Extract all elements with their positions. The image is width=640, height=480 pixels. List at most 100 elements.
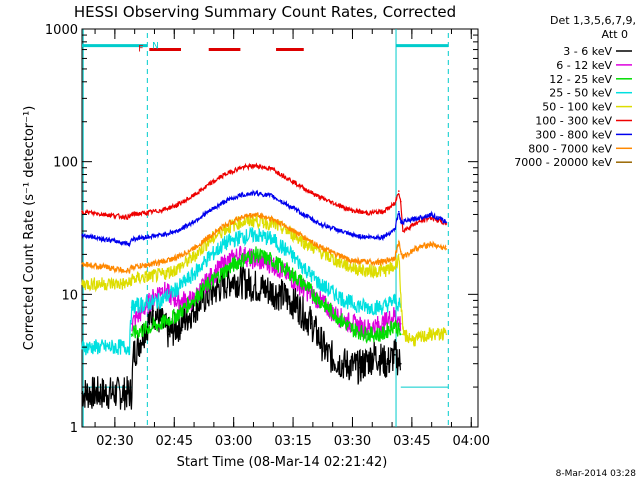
series-point: [334, 293, 337, 296]
series-point: [192, 221, 194, 223]
flare-marker-f: F: [138, 45, 143, 55]
series-point: [176, 288, 178, 290]
series-point: [144, 236, 147, 238]
series-point: [350, 266, 353, 269]
series-point: [207, 256, 210, 259]
series-point: [350, 259, 353, 262]
series-point: [184, 318, 186, 320]
series-point: [160, 234, 162, 236]
series-point: [144, 264, 147, 267]
plot-frame: [81, 28, 479, 428]
series-point: [192, 256, 194, 259]
series-point: [302, 213, 305, 216]
series-point: [350, 209, 353, 212]
series-point: [382, 236, 384, 238]
series-point: [223, 270, 226, 272]
series-point: [445, 333, 448, 336]
series-point: [302, 240, 305, 243]
series-line: [81, 162, 447, 234]
series-point: [445, 223, 448, 225]
series-point: [382, 210, 384, 213]
legend-label: 25 - 50 keV: [549, 87, 612, 100]
series-point: [223, 243, 226, 245]
series-point: [255, 192, 258, 194]
series-point: [207, 183, 210, 186]
series-point: [350, 327, 353, 330]
x-tick-label: 02:30: [96, 434, 133, 449]
series-point: [398, 240, 400, 243]
series-point: [366, 306, 368, 308]
series-point: [128, 346, 131, 348]
series-point: [366, 236, 368, 238]
series-point: [239, 221, 242, 223]
series-point: [398, 190, 400, 192]
series-50-100-kev: [81, 213, 448, 347]
legend-header-line2: Att 0: [602, 28, 628, 41]
series-point: [160, 261, 162, 263]
series-point: [399, 333, 402, 336]
series-point: [255, 253, 258, 256]
series-line: [131, 245, 402, 340]
series-point: [239, 253, 242, 256]
series-point: [247, 283, 250, 285]
series-point: [215, 288, 218, 290]
x-axis-label: Start Time (08-Mar-14 02:21:42): [177, 455, 388, 470]
series-point: [152, 310, 155, 312]
series-point: [401, 333, 404, 336]
series-line: [81, 212, 447, 275]
legend-label: 100 - 300 keV: [535, 115, 612, 128]
series-point: [401, 256, 404, 259]
series-point: [223, 224, 226, 227]
series-point: [394, 228, 396, 230]
series-point: [334, 259, 337, 262]
series-12-25-kev: [130, 246, 402, 344]
series-point: [271, 259, 273, 262]
series-point: [81, 210, 83, 213]
series-point: [168, 333, 170, 336]
series-point: [394, 322, 396, 325]
series-point: [429, 213, 432, 216]
series-point: [239, 194, 242, 196]
series-point: [255, 165, 258, 167]
series-point: [160, 274, 162, 276]
series-point: [144, 327, 147, 330]
series-point: [239, 166, 242, 169]
series-point: [413, 223, 416, 225]
series-point: [130, 392, 133, 394]
series-point: [239, 236, 242, 238]
series-point: [130, 266, 133, 269]
series-point: [318, 223, 321, 225]
x-tick-label: 03:00: [215, 434, 252, 449]
series-line: [130, 246, 402, 344]
x-tick-label: 03:15: [274, 434, 311, 449]
series-point: [326, 354, 329, 356]
series-line: [81, 213, 447, 347]
series-point: [81, 234, 83, 236]
series-point: [382, 270, 384, 272]
series-point: [287, 270, 289, 272]
series-point: [128, 243, 131, 245]
series-point: [255, 234, 258, 236]
y-tick-label: 10: [61, 288, 78, 303]
series-point: [302, 187, 305, 190]
series-point: [445, 221, 448, 223]
series-point: [287, 226, 289, 229]
series-point: [358, 366, 361, 369]
series-point: [223, 262, 226, 265]
series-point: [271, 223, 273, 225]
series-800-7000-kev: [81, 212, 448, 275]
legend-label: 800 - 7000 keV: [528, 142, 612, 155]
series-point: [394, 256, 396, 259]
series-layer: [81, 162, 448, 411]
series-line: [81, 265, 401, 411]
series-point: [399, 322, 402, 325]
series-25-50-kev: [81, 226, 402, 356]
series-point: [263, 288, 265, 290]
series-point: [176, 314, 178, 316]
series-point: [223, 173, 226, 176]
series-point: [287, 177, 289, 180]
y-tick-label: 1000: [45, 23, 78, 38]
series-point: [394, 314, 396, 316]
